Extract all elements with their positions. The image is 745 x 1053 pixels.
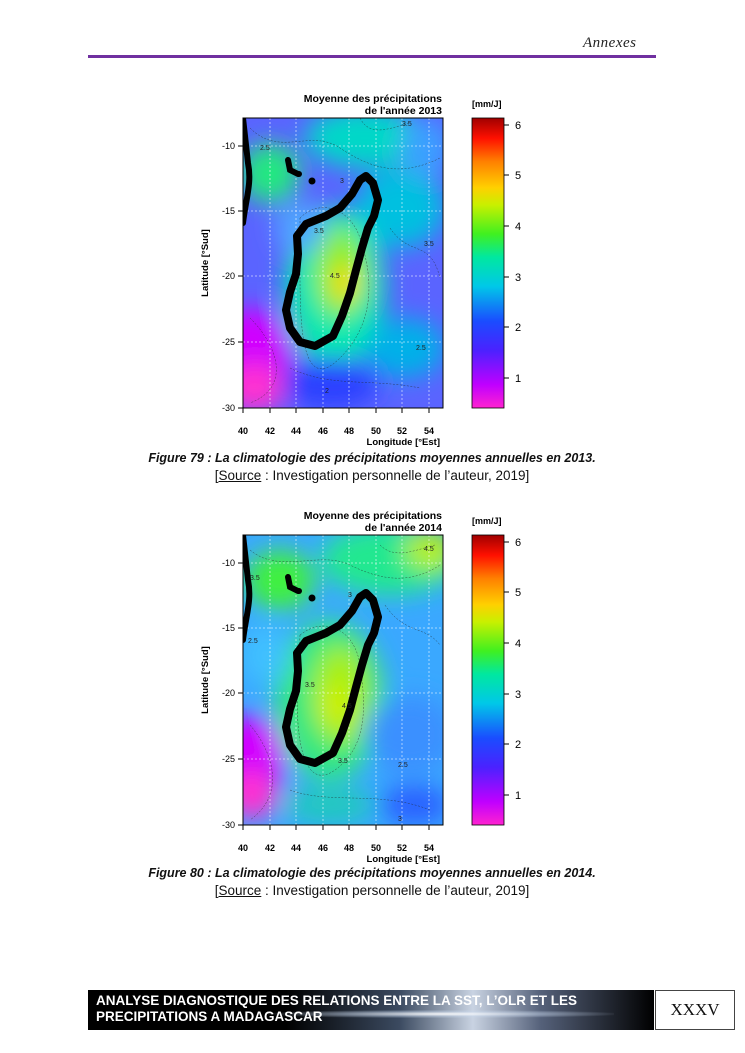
colorbar-tick: 3 bbox=[515, 272, 521, 284]
colorbar-unit: [mm/J] bbox=[472, 516, 502, 526]
x-axis-label: Longitude [°Est] bbox=[367, 854, 440, 865]
colorbar-tick: 2 bbox=[515, 322, 521, 334]
colorbar bbox=[471, 117, 505, 409]
colorbar-tick: 1 bbox=[515, 790, 521, 802]
x-tick-label: 50 bbox=[371, 843, 381, 853]
contour-label: 3 bbox=[340, 178, 344, 185]
x-tick-label: 54 bbox=[424, 426, 434, 436]
x-tick-label: 50 bbox=[371, 426, 381, 436]
footer-title-line1: ANALYSE DIAGNOSTIQUE DES RELATIONS ENTRE… bbox=[96, 993, 578, 1008]
x-tick-label: 54 bbox=[424, 843, 434, 853]
x-axis-label: Longitude [°Est] bbox=[367, 437, 440, 448]
y-tick-label: -25 bbox=[222, 754, 235, 764]
y-tick-label: -20 bbox=[222, 688, 235, 698]
map-2014-svg: Moyenne des précipitations de l'année 20… bbox=[200, 510, 521, 865]
x-tick-label: 44 bbox=[291, 426, 301, 436]
x-tick-label: 42 bbox=[265, 843, 275, 853]
y-tick-label: -30 bbox=[222, 820, 235, 830]
header-section-title: Annexes bbox=[583, 35, 637, 51]
figure-caption: Figure 80 : La climatologie des précipit… bbox=[148, 866, 596, 880]
colorbar bbox=[471, 534, 505, 826]
contour-label: 3 bbox=[348, 592, 352, 599]
contour-label: 3.5 bbox=[424, 241, 434, 248]
contour-label: 3.5 bbox=[338, 758, 348, 765]
footer-title-line2: PRECIPITATIONS A MADAGASCAR bbox=[96, 1009, 323, 1024]
source-word: Source bbox=[218, 468, 262, 483]
source-word: Source bbox=[218, 883, 262, 898]
colorbar-tick: 5 bbox=[515, 170, 521, 182]
x-tick-label: 44 bbox=[291, 843, 301, 853]
precipitation-field bbox=[243, 118, 443, 408]
contour-label: 3.5 bbox=[402, 121, 412, 128]
x-tick-label: 52 bbox=[397, 426, 407, 436]
source-bracket: [ bbox=[214, 883, 219, 898]
contour-label: 3.5 bbox=[314, 228, 324, 235]
colorbar-tick: 3 bbox=[515, 689, 521, 701]
contour-label: 4.5 bbox=[424, 546, 434, 553]
page-number: XXXV bbox=[655, 990, 735, 1030]
source-text: : Investigation personnelle de l’auteur,… bbox=[261, 883, 530, 898]
contour-label: 2 bbox=[325, 388, 329, 395]
y-axis-label: Latitude [°Sud] bbox=[200, 646, 211, 714]
precipitation-field bbox=[243, 535, 443, 825]
x-tick-label: 48 bbox=[344, 843, 354, 853]
y-tick-label: -25 bbox=[222, 337, 235, 347]
footer-title: ANALYSE DIAGNOSTIQUE DES RELATIONS ENTRE… bbox=[96, 993, 656, 1025]
y-tick-label: -20 bbox=[222, 271, 235, 281]
figure-source: [Source : Investigation personnelle de l… bbox=[88, 883, 656, 898]
colorbar-tick: 1 bbox=[515, 373, 521, 385]
contour-label: 3 bbox=[398, 816, 402, 823]
map-title-line2: de l'année 2014 bbox=[365, 522, 442, 534]
map-title-line1: Moyenne des précipitations bbox=[304, 510, 442, 522]
y-tick-label: -15 bbox=[222, 206, 235, 216]
y-tick-label: -10 bbox=[222, 141, 235, 151]
contour-label: 3.5 bbox=[305, 682, 315, 689]
x-tick-label: 52 bbox=[397, 843, 407, 853]
figure-2014: Moyenne des précipitations de l'année 20… bbox=[190, 505, 550, 865]
figure-caption: Figure 79 : La climatologie des précipit… bbox=[148, 451, 596, 465]
figure-2013: Moyenne des précipitations de l'année 20… bbox=[190, 88, 550, 448]
colorbar-tick: 5 bbox=[515, 587, 521, 599]
map-title-line2: de l'année 2013 bbox=[365, 105, 442, 117]
x-tick-label: 40 bbox=[238, 426, 248, 436]
y-tick-label: -10 bbox=[222, 558, 235, 568]
colorbar-tick: 4 bbox=[515, 221, 521, 233]
contour-label: 2.5 bbox=[248, 638, 258, 645]
contour-label: 2.5 bbox=[416, 345, 426, 352]
footer-banner bbox=[88, 990, 654, 1030]
colorbar-tick: 2 bbox=[515, 739, 521, 751]
colorbar-tick: 6 bbox=[515, 120, 521, 132]
map-title-line1: Moyenne des précipitations bbox=[304, 93, 442, 105]
source-bracket: [ bbox=[214, 468, 219, 483]
contour-label: 3.5 bbox=[250, 575, 260, 582]
y-tick-label: -15 bbox=[222, 623, 235, 633]
contour-label: 4.5 bbox=[342, 703, 352, 710]
y-axis-label: Latitude [°Sud] bbox=[200, 229, 211, 297]
contour-label: 2.5 bbox=[260, 145, 270, 152]
y-tick-label: -30 bbox=[222, 403, 235, 413]
x-tick-label: 46 bbox=[318, 426, 328, 436]
figure-source: [Source : Investigation personnelle de l… bbox=[88, 468, 656, 483]
x-tick-label: 40 bbox=[238, 843, 248, 853]
contour-label: 4.5 bbox=[330, 273, 340, 280]
contour-label: 2.5 bbox=[398, 762, 408, 769]
colorbar-tick: 6 bbox=[515, 537, 521, 549]
source-text: : Investigation personnelle de l’auteur,… bbox=[261, 468, 530, 483]
x-tick-label: 42 bbox=[265, 426, 275, 436]
x-tick-label: 46 bbox=[318, 843, 328, 853]
x-tick-label: 48 bbox=[344, 426, 354, 436]
colorbar-tick: 4 bbox=[515, 638, 521, 650]
colorbar-unit: [mm/J] bbox=[472, 99, 502, 109]
header-divider bbox=[88, 55, 656, 58]
map-2013-svg: Moyenne des précipitations de l'année 20… bbox=[200, 93, 521, 448]
